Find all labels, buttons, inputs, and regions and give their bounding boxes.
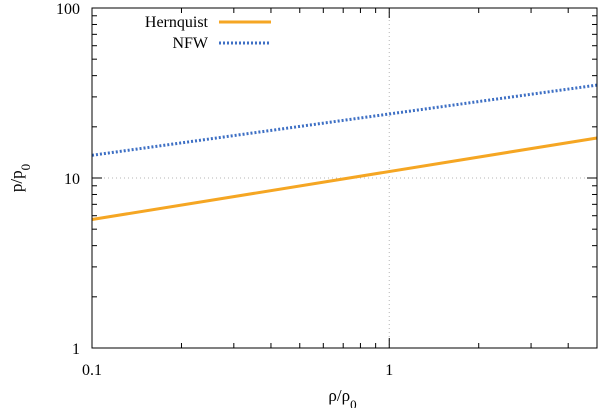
x-tick-label: 1 [385,362,393,379]
series-lines [91,83,598,221]
y-axis-label: p/p0 [7,164,33,192]
x-axis-label-subscript: 0 [350,397,357,408]
y-tick-label: 100 [56,1,80,18]
legend-label-nfw: NFW [172,35,208,52]
series-line-hernquist [91,136,598,221]
x-tick-label: 0.1 [82,362,102,379]
x-axis-label: ρ/ρ0 [328,386,356,408]
x-axis-label-main: ρ/ρ [328,386,350,405]
y-tick-label: 1 [72,341,80,358]
legend-label-hernquist: Hernquist [145,14,209,31]
y-axis-label-subscript: 0 [18,164,33,171]
series-line-nfw [91,83,598,157]
y-tick-label: 10 [64,171,80,188]
plot-frame [91,7,598,349]
y-axis-label-main: p/p [7,170,26,192]
legend: Hernquist NFW [145,14,271,52]
